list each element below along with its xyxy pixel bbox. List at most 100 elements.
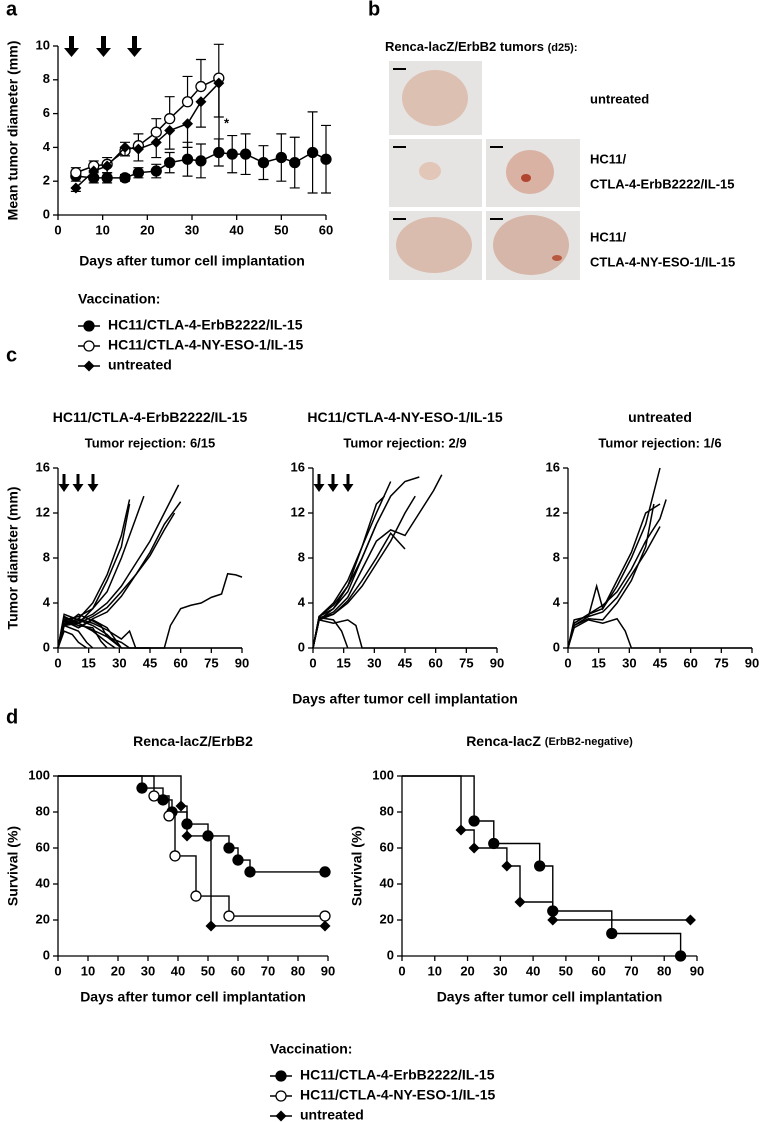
x-tick-label: 30 xyxy=(367,655,381,670)
y-axis-label: Tumor diameter (mm) xyxy=(5,487,21,630)
y-tick-label: 80 xyxy=(380,803,394,818)
x-tick-label: 70 xyxy=(261,963,275,978)
legend-marker xyxy=(275,1090,287,1102)
x-tick-label: 20 xyxy=(460,963,474,978)
x-tick-label: 45 xyxy=(143,655,157,670)
legend-label: untreated xyxy=(300,1107,364,1122)
marker xyxy=(195,96,207,108)
title-note: (ErbB2-negative) xyxy=(545,736,633,748)
marker xyxy=(119,141,131,153)
panel-label: b xyxy=(368,0,380,20)
y-tick-label: 16 xyxy=(36,459,50,474)
chart-subtitle: Tumor rejection: 6/15 xyxy=(85,435,216,450)
y-tick-label: 8 xyxy=(43,71,50,86)
y-axis-label: Survival (%) xyxy=(5,826,21,906)
x-tick-label: 80 xyxy=(657,963,671,978)
x-tick-label: 90 xyxy=(745,655,759,670)
annotation: * xyxy=(224,115,230,130)
y-axis-label: Mean tumor diameter (mm) xyxy=(5,41,21,221)
x-tick-label: 60 xyxy=(591,963,605,978)
panel-label: a xyxy=(6,0,18,20)
y-tick-label: 12 xyxy=(546,504,560,519)
chart-title: Renca-lacZ/ErbB2 xyxy=(133,733,253,749)
marker xyxy=(319,910,331,922)
marker xyxy=(455,824,467,836)
y-tick-label: 0 xyxy=(298,639,305,654)
series-line xyxy=(57,618,242,649)
legend-title: Vaccination: xyxy=(270,1041,352,1057)
marker xyxy=(169,850,181,862)
x-tick-label: 50 xyxy=(559,963,573,978)
x-tick-label: 75 xyxy=(714,655,728,670)
legend-label: HC11/CTLA-4-NY-ESO-1/IL-15 xyxy=(108,337,303,353)
series-line xyxy=(57,572,243,649)
title: untreated xyxy=(628,409,692,425)
x-tick-label: 20 xyxy=(111,963,125,978)
series-line xyxy=(567,526,661,649)
y-tick-label: 4 xyxy=(43,139,51,154)
marker xyxy=(132,167,145,179)
x-axis-label: Days after tumor cell implantation xyxy=(292,691,518,707)
series-line xyxy=(567,503,655,649)
marker xyxy=(119,172,131,184)
y-tick-label: 100 xyxy=(28,767,50,782)
x-tick-label: 15 xyxy=(591,655,605,670)
series-line xyxy=(75,82,220,189)
panel-title: Renca-lacZ/ErbB2 tumors (d25): xyxy=(385,39,578,54)
x-tick-label: 90 xyxy=(690,963,704,978)
vaccination-arrows xyxy=(64,36,142,57)
y-tick-label: 4 xyxy=(298,594,306,609)
chart-title: Renca-lacZ (ErbB2-negative) xyxy=(466,733,633,749)
legend-marker xyxy=(83,340,95,352)
marker xyxy=(150,136,162,148)
row-label: HC11/ xyxy=(590,151,627,166)
x-axis-label: Days after tumor cell implantation xyxy=(80,989,306,1005)
chart-title: HC11/CTLA-4-NY-ESO-1/IL-15 xyxy=(307,409,502,425)
y-tick-label: 10 xyxy=(36,37,50,52)
x-tick-label: 30 xyxy=(622,655,636,670)
chart-title: HC11/CTLA-4-ErbB2222/IL-15 xyxy=(53,409,248,425)
marker xyxy=(101,160,113,172)
chart-subtitle: Tumor rejection: 2/9 xyxy=(343,435,466,450)
title: Renca-lacZ/ErbB2 xyxy=(133,733,253,749)
y-tick-label: 80 xyxy=(36,803,50,818)
series-line xyxy=(57,512,176,649)
marker xyxy=(501,860,513,872)
legend-label: HC11/CTLA-4-ErbB2222/IL-15 xyxy=(108,317,303,333)
x-tick-label: 45 xyxy=(653,655,667,670)
marker xyxy=(101,172,113,184)
title: Renca-lacZ/ErbB2 tumors xyxy=(385,39,544,54)
marker xyxy=(205,920,217,932)
marker xyxy=(319,920,331,932)
y-tick-label: 8 xyxy=(553,549,560,564)
title-note: (d25): xyxy=(548,42,578,54)
y-tick-label: 2 xyxy=(43,173,50,188)
x-tick-label: 30 xyxy=(112,655,126,670)
x-tick-label: 40 xyxy=(171,963,185,978)
x-tick-label: 0 xyxy=(54,222,61,237)
y-tick-label: 0 xyxy=(387,947,394,962)
marker xyxy=(239,148,252,160)
marker xyxy=(213,146,225,159)
legend-label: untreated xyxy=(108,357,172,373)
x-tick-label: 60 xyxy=(319,222,333,237)
x-tick-label: 60 xyxy=(173,655,187,670)
marker xyxy=(163,810,175,822)
x-tick-label: 90 xyxy=(490,655,504,670)
x-tick-label: 45 xyxy=(398,655,412,670)
x-tick-label: 75 xyxy=(204,655,218,670)
y-tick-label: 16 xyxy=(291,459,305,474)
title: HC11/CTLA-4-NY-ESO-1/IL-15 xyxy=(307,409,502,425)
marker xyxy=(181,96,194,108)
y-tick-label: 40 xyxy=(36,875,50,890)
x-tick-label: 40 xyxy=(229,222,243,237)
marker xyxy=(150,165,162,177)
chart-subtitle: Tumor rejection: 1/6 xyxy=(598,435,721,450)
marker xyxy=(132,143,144,155)
series-line xyxy=(57,617,150,649)
marker xyxy=(181,153,194,165)
y-tick-label: 0 xyxy=(43,947,50,962)
x-tick-label: 60 xyxy=(231,963,245,978)
x-tick-label: 20 xyxy=(140,222,154,237)
series-line xyxy=(57,613,122,649)
